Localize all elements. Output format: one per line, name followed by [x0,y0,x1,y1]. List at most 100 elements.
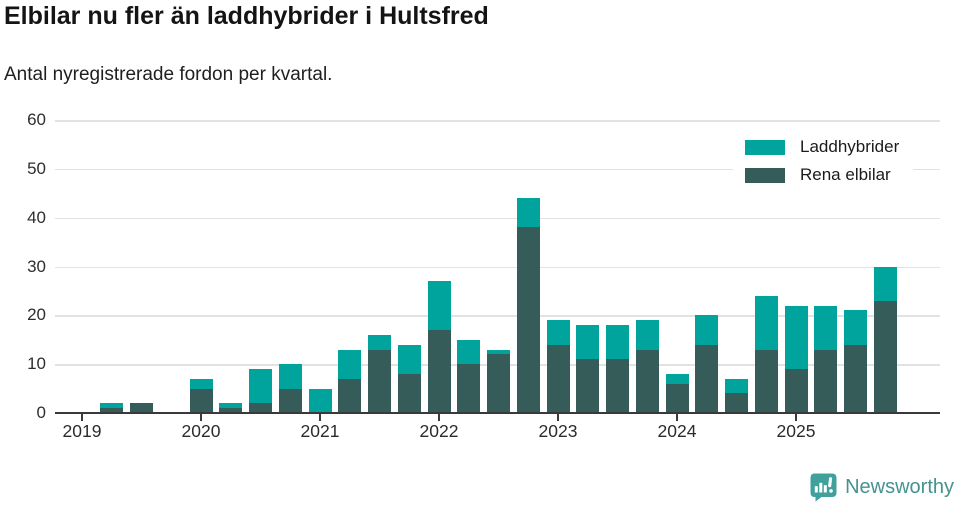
bar-2025-q4 [873,266,897,414]
segment-rena-elbilar [754,349,778,413]
segment-rena-elbilar [189,388,213,413]
y-axis-label: 40 [27,207,46,227]
legend-label-laddhybrider: Laddhybrider [800,137,900,156]
segment-laddhybrider [695,315,719,345]
gridline-20 [55,315,940,317]
segment-laddhybrider [784,305,808,370]
brand-footer: Newsworthy [810,473,954,502]
segment-rena-elbilar [814,349,838,413]
bar-2020-q3 [249,369,272,413]
x-axis-tick [438,414,440,421]
segment-rena-elbilar [784,369,808,413]
gridline-40 [55,217,940,220]
segment-laddhybrider [635,320,659,350]
x-axis-label: 2024 [657,421,697,441]
gridline-30 [55,266,940,268]
y-axis-label: 10 [27,354,46,374]
segment-rena-elbilar [546,344,570,413]
y-axis-label: 50 [27,158,46,178]
y-axis-label: 30 [27,256,46,276]
legend-label-rena-elbilar: Rena elbilar [800,165,891,184]
bar-2019-q2 [100,403,124,413]
segment-laddhybrider [397,344,421,374]
y-axis-label: 20 [27,305,46,325]
legend-item-rena-elbilar: Rena elbilar [745,161,899,189]
gridline-60 [55,120,940,122]
segment-rena-elbilar [249,403,272,413]
segment-laddhybrider [606,325,629,360]
segment-laddhybrider [873,266,897,301]
segment-rena-elbilar [516,227,540,413]
segment-laddhybrider [189,378,213,389]
bar-2023-q4 [635,320,659,413]
segment-laddhybrider [754,295,778,350]
y-axis-label: 0 [36,403,46,422]
segment-laddhybrider [338,349,362,379]
segment-laddhybrider [487,349,510,355]
bar-2021-q2 [338,349,362,413]
bar-2020-q4 [278,364,302,413]
bar-2024-q2 [695,315,719,413]
newsworthy-logo-icon [810,473,837,502]
bar-2022-q1 [427,281,451,413]
bar-2022-q4 [516,198,540,413]
segment-rena-elbilar [100,408,124,413]
segment-rena-elbilar [338,378,362,413]
segment-laddhybrider [308,388,332,413]
segment-rena-elbilar [278,388,302,413]
bar-2023-q2 [576,325,600,413]
segment-rena-elbilar [844,344,867,413]
legend-swatch-rena-elbilar [745,167,785,183]
gridline-50 [55,168,940,171]
x-axis-line [55,411,940,414]
legend-item-laddhybrider: Laddhybrider [745,133,899,161]
bar-2025-q1 [784,305,808,413]
segment-laddhybrider [249,369,272,404]
bar-2021-q3 [368,334,391,413]
segment-laddhybrider [516,198,540,228]
segment-rena-elbilar [427,329,451,413]
segment-laddhybrider [576,325,600,360]
bar-2022-q2 [457,339,481,413]
x-axis-label: 2021 [300,421,340,441]
x-axis-tick [557,414,559,421]
segment-laddhybrider [665,373,689,384]
x-axis-label: 2025 [776,421,816,441]
legend-swatch-laddhybrider [745,139,785,155]
chart-legend: Laddhybrider Rena elbilar [733,129,914,193]
segment-rena-elbilar [219,408,243,413]
stacked-bar-chart: 0 10 20 30 40 50 60 2019 2020 2021 2022 2023 2024 20… [27,110,940,441]
segment-laddhybrider [368,334,391,350]
segment-laddhybrider [427,281,451,330]
bar-2024-q3 [725,378,748,413]
x-axis-tick [319,414,321,421]
segment-rena-elbilar [130,403,153,413]
bar-2022-q3 [487,349,510,413]
segment-rena-elbilar [725,393,748,413]
segment-laddhybrider [219,403,243,409]
bar-2019-q3 [130,403,153,413]
chart-title: Elbilar nu fler än laddhybrider i Hultsf… [4,2,489,30]
bar-2025-q3 [844,310,867,413]
segment-laddhybrider [100,403,124,409]
bar-2021-q1 [308,388,332,413]
bar-2025-q2 [814,305,838,413]
segment-laddhybrider [844,310,867,345]
segment-rena-elbilar [873,300,897,413]
x-axis-tick [81,414,83,421]
y-axis-label: 60 [27,110,46,129]
x-axis-tick [795,414,797,421]
bar-2024-q1 [665,373,689,413]
segment-laddhybrider [725,378,748,394]
brand-name: Newsworthy [845,476,954,498]
segment-rena-elbilar [397,373,421,413]
segment-rena-elbilar [576,359,600,413]
bar-2023-q3 [606,325,629,413]
segment-laddhybrider [278,364,302,389]
segment-rena-elbilar [487,354,510,413]
bar-2023-q1 [546,320,570,413]
bar-2024-q4 [754,295,778,413]
x-axis-label: 2022 [419,421,459,441]
x-axis-label: 2023 [538,421,578,441]
